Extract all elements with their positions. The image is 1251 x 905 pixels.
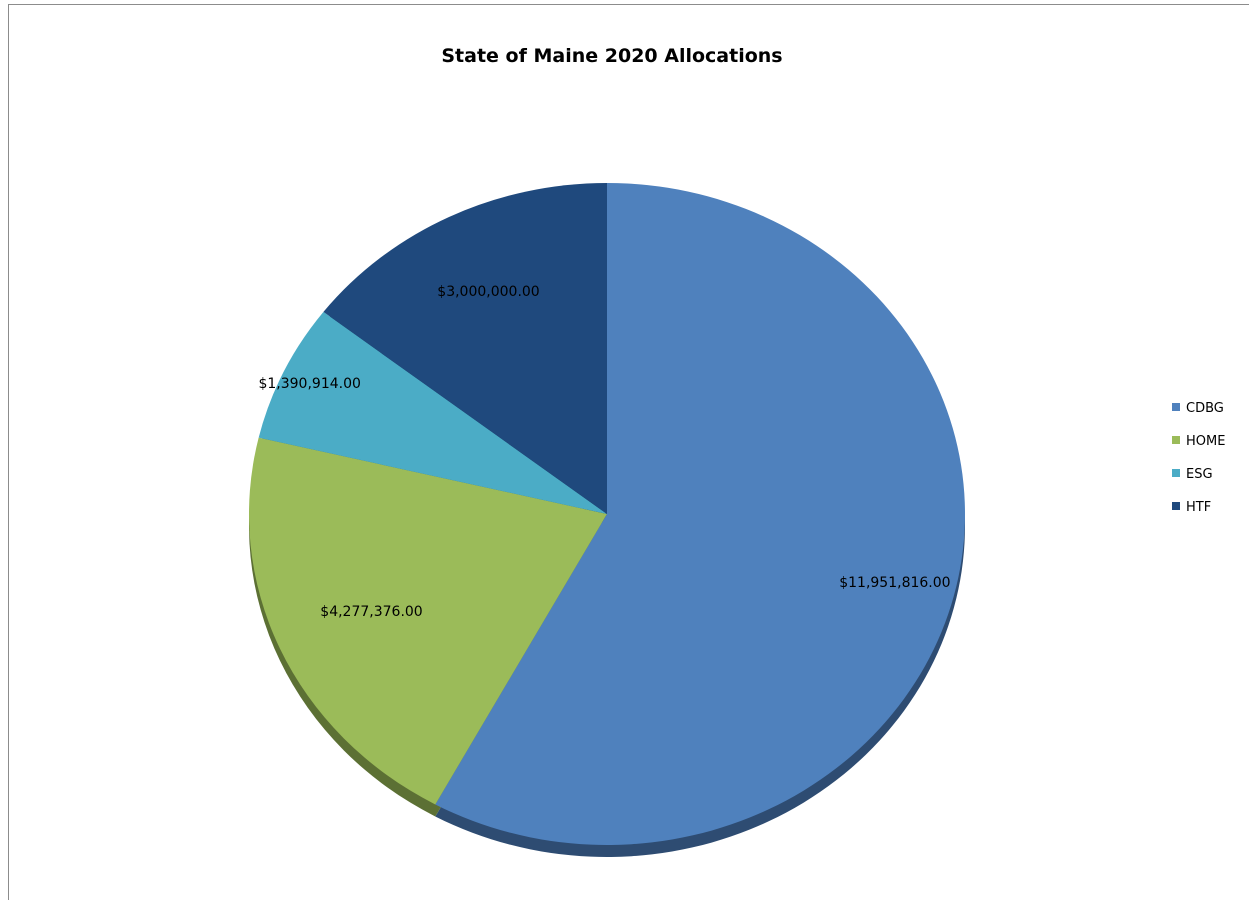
pie-slice-esg <box>258 311 607 514</box>
pie-slice-cdbg <box>435 183 965 845</box>
pie-slice-home <box>248 437 608 805</box>
legend-label-cdbg: CDBG <box>1186 401 1224 416</box>
legend-label-home: HOME <box>1186 434 1225 449</box>
data-label-home: $4,277,376.00 <box>320 604 422 620</box>
chart-title: State of Maine 2020 Allocations <box>441 45 782 67</box>
legend-swatch-htf <box>1172 502 1180 510</box>
data-label-cdbg: $11,951,816.00 <box>839 575 950 591</box>
data-label-htf: $3,000,000.00 <box>437 284 539 300</box>
legend-swatch-cdbg <box>1172 403 1180 411</box>
legend-swatch-home <box>1172 436 1180 444</box>
data-label-group: $11,951,816.00 $4,277,376.00 $1,390,914.00… <box>258 284 950 620</box>
legend-label-esg: ESG <box>1186 467 1213 482</box>
legend-swatch-esg <box>1172 469 1180 477</box>
data-label-esg: $1,390,914.00 <box>258 376 360 392</box>
legend: CDBG HOME ESG HTF <box>1172 401 1225 515</box>
pie-group <box>248 183 965 857</box>
legend-label-htf: HTF <box>1186 500 1211 515</box>
pie-slice-htf <box>323 183 607 514</box>
